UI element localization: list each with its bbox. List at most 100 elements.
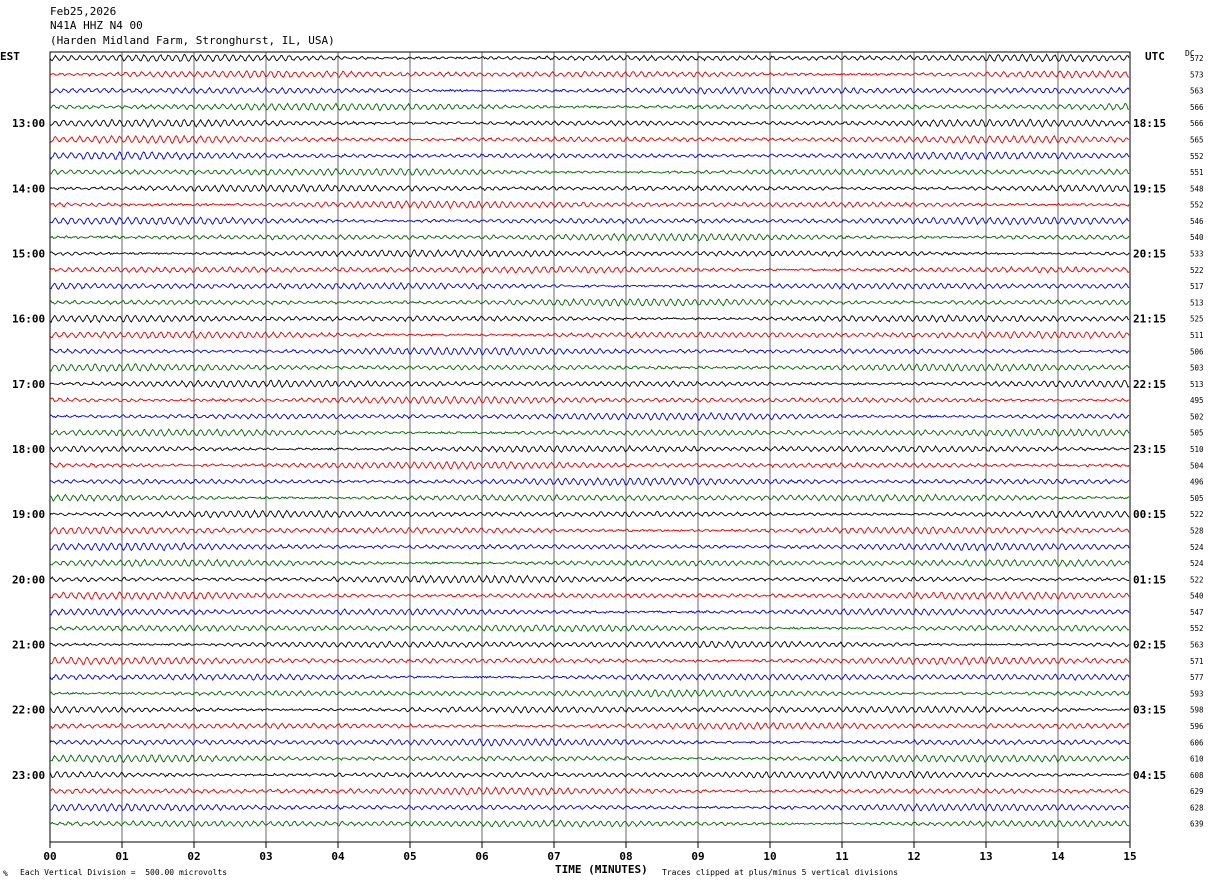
dc-offset-label: 565 — [1190, 135, 1204, 144]
dc-offset-label: 495 — [1190, 396, 1204, 405]
dc-offset-label: 572 — [1190, 54, 1204, 63]
dc-offset-label: 517 — [1190, 282, 1204, 291]
dc-offset-label: 593 — [1190, 689, 1204, 698]
corner-mark: % — [3, 869, 8, 878]
left-hour-label: 15:00 — [12, 248, 45, 261]
right-hour-label: 20:15 — [1133, 248, 1166, 261]
seismic-trace — [49, 346, 1130, 356]
station-location: (Harden Midland Farm, Stronghurst, IL, U… — [50, 34, 335, 47]
x-tick-label: 04 — [331, 850, 345, 863]
left-hour-label: 13:00 — [12, 117, 45, 130]
left-hour-label: 16:00 — [12, 313, 45, 326]
seismic-trace — [49, 689, 1130, 698]
dc-offset-label: 546 — [1190, 217, 1204, 226]
seismic-trace — [49, 249, 1130, 258]
seismic-trace — [49, 591, 1130, 601]
clip-note: Traces clipped at plus/minus 5 vertical … — [662, 868, 899, 877]
dc-offset-label: 503 — [1190, 364, 1204, 373]
dc-offset-label: 552 — [1190, 624, 1204, 633]
dc-offset-label: 548 — [1190, 184, 1204, 193]
seismic-trace — [49, 526, 1130, 535]
seismic-trace — [49, 721, 1130, 731]
dc-offset-label: 551 — [1190, 168, 1204, 177]
seismic-trace — [49, 395, 1130, 405]
seismic-trace — [49, 118, 1130, 128]
seismic-trace — [49, 558, 1130, 568]
dc-offset-label: 505 — [1190, 494, 1204, 503]
dc-offset-label: 606 — [1190, 738, 1204, 747]
seismic-trace — [49, 786, 1130, 796]
right-hour-label: 18:15 — [1133, 117, 1166, 130]
x-tick-label: 12 — [907, 850, 920, 863]
dc-offset-label: 598 — [1190, 706, 1204, 715]
seismic-trace — [49, 493, 1130, 503]
x-tick-label: 01 — [115, 850, 129, 863]
dc-offset-label: 540 — [1190, 592, 1204, 601]
right-hour-label: 04:15 — [1133, 769, 1166, 782]
right-hour-label: 02:15 — [1133, 639, 1166, 652]
seismic-trace — [49, 673, 1130, 682]
dc-offset-label: 547 — [1190, 608, 1204, 617]
station-id: N41A HHZ N4 00 — [50, 19, 143, 32]
seismic-trace — [49, 216, 1130, 226]
seismic-trace — [49, 330, 1130, 340]
x-tick-label: 14 — [1051, 850, 1065, 863]
dc-offset-label: 533 — [1190, 250, 1204, 259]
dc-offset-label: 552 — [1190, 152, 1204, 161]
seismic-trace — [49, 53, 1130, 63]
dc-offset-label: 524 — [1190, 543, 1204, 552]
dc-offset-label: 629 — [1190, 787, 1204, 796]
x-tick-label: 08 — [619, 850, 632, 863]
dc-offset-label: 513 — [1190, 298, 1204, 307]
seismic-trace — [49, 232, 1130, 242]
seismic-trace — [49, 656, 1130, 666]
seismic-trace — [49, 509, 1130, 519]
dc-offset-label: 504 — [1190, 461, 1204, 470]
seismic-trace — [49, 460, 1130, 470]
seismic-trace — [49, 379, 1130, 389]
dc-offset-label: 506 — [1190, 347, 1204, 356]
left-hour-label: 14:00 — [12, 182, 45, 195]
seismic-trace — [49, 737, 1130, 747]
dc-offset-label: 571 — [1190, 657, 1204, 666]
dc-offset-label: 563 — [1190, 87, 1204, 96]
dc-offset-label: 513 — [1190, 380, 1204, 389]
left-hour-label: 20:00 — [12, 573, 45, 586]
seismic-trace — [49, 86, 1130, 95]
dc-offset-label: 496 — [1190, 478, 1204, 487]
dc-offset-label: 610 — [1190, 755, 1204, 764]
dc-offset-label: 639 — [1190, 820, 1204, 829]
dc-offset-header: DC — [1185, 49, 1195, 58]
left-hour-label: 18:00 — [12, 443, 45, 456]
seismic-trace — [49, 281, 1130, 291]
seismic-trace — [49, 167, 1130, 177]
dc-offset-label: 511 — [1190, 331, 1204, 340]
dc-offset-label: 566 — [1190, 103, 1204, 112]
seismic-trace — [49, 542, 1130, 552]
left-hour-label: 17:00 — [12, 378, 45, 391]
dc-offset-label: 525 — [1190, 315, 1204, 324]
dc-offset-label: 608 — [1190, 771, 1204, 780]
seismic-trace — [49, 298, 1130, 307]
seismic-trace — [49, 265, 1130, 275]
x-tick-label: 02 — [187, 850, 200, 863]
dc-offset-label: 552 — [1190, 201, 1204, 210]
left-hour-label: 19:00 — [12, 508, 45, 521]
dc-offset-label: 502 — [1190, 412, 1204, 421]
seismic-trace — [49, 411, 1130, 422]
dc-offset-label: 577 — [1190, 673, 1204, 682]
x-tick-label: 03 — [259, 850, 272, 863]
dc-offset-label: 505 — [1190, 429, 1204, 438]
seismic-trace — [49, 363, 1130, 373]
dc-offset-label: 563 — [1190, 641, 1204, 650]
right-hour-label: 22:15 — [1133, 378, 1166, 391]
seismic-trace — [49, 444, 1130, 454]
dc-offset-label: 510 — [1190, 445, 1204, 454]
left-timezone-label: EST — [0, 50, 20, 63]
seismic-trace — [49, 574, 1130, 584]
seismic-trace — [49, 640, 1130, 649]
right-hour-label: 19:15 — [1133, 182, 1166, 195]
x-tick-label: 07 — [547, 850, 560, 863]
seismic-trace — [49, 607, 1130, 617]
